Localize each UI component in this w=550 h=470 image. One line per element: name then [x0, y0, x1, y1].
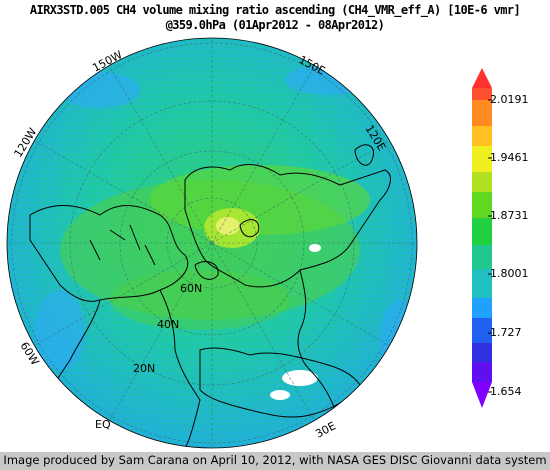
colorbar-segment — [472, 218, 492, 245]
lat-60n-label: 60N — [180, 282, 202, 295]
colorbar-tick-label: 2.0191 — [490, 93, 529, 106]
lat-40n-label: 40N — [157, 318, 179, 331]
colorbar-top-arrow — [472, 68, 492, 88]
colorbar-segment — [472, 126, 492, 146]
chart-title-line1: AIRX3STD.005 CH4 volume mixing ratio asc… — [29, 3, 521, 17]
colorbar-segment — [472, 269, 492, 298]
footer-bar: Image produced by Sam Carana on April 10… — [0, 452, 550, 470]
colorbar-segment — [472, 88, 492, 100]
coastlines — [29, 144, 391, 448]
colorbar-segment — [472, 100, 492, 126]
lat-20n-label: 20N — [133, 362, 155, 375]
colorbar-segment — [472, 298, 492, 318]
colorbar-tick-label: 1.654 — [490, 385, 522, 398]
colorbar-tick-label: 1.9461 — [490, 151, 529, 164]
chart-title-line2: @359.0hPa (01Apr2012 - 08Apr2012) — [165, 18, 385, 32]
colorbar-segment — [472, 192, 492, 218]
footer-credit: Image produced by Sam Carana on April 10… — [3, 453, 547, 467]
colorbar-segment — [472, 172, 492, 192]
colorbar-segment — [472, 146, 492, 172]
colorbar — [472, 68, 492, 408]
colorbar-segment — [472, 362, 492, 382]
colorbar-bottom-arrow — [472, 382, 492, 408]
lon-30e-label: 30E — [313, 419, 338, 440]
colorbar-segment — [472, 318, 492, 343]
eq-label: EQ — [95, 418, 111, 431]
colorbar-segment — [472, 245, 492, 269]
colorbar-tick-label: 1.8001 — [490, 267, 529, 280]
colorbar-tick-label: 1.8731 — [490, 209, 529, 222]
colorbar-segment — [472, 343, 492, 362]
colorbar-tick-label: 1.727 — [490, 326, 522, 339]
